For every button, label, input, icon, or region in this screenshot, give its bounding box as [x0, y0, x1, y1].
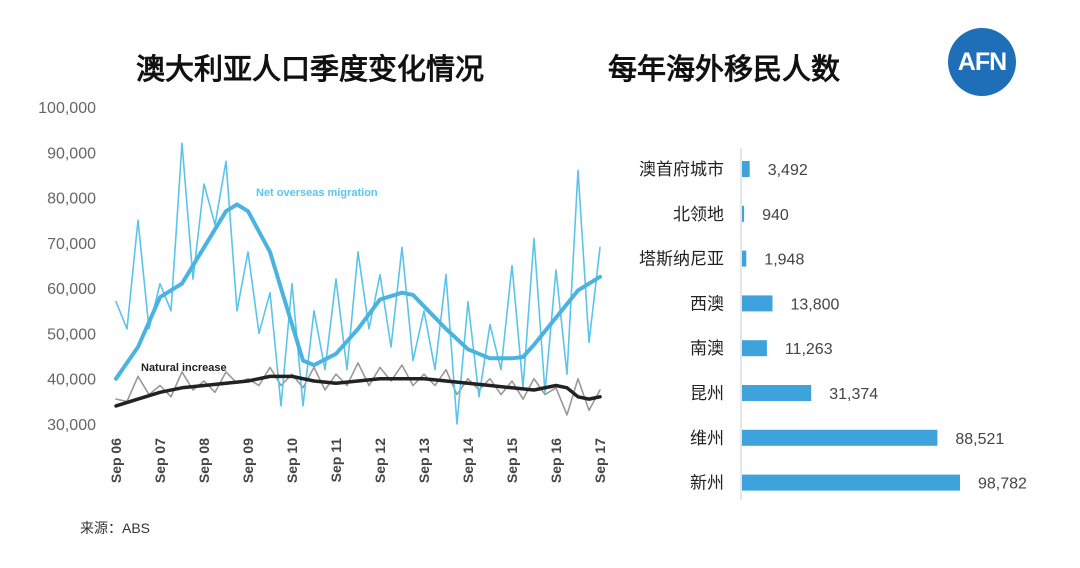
y-tick-label: 60,000 [47, 281, 96, 298]
bar-chart-title: 每年海外移民人数 [608, 52, 841, 86]
x-tick-label: Sep 09 [240, 438, 256, 483]
x-tick-label: Sep 07 [152, 438, 168, 483]
bar-category-label: 昆州 [690, 384, 724, 404]
x-tick-label: Sep 15 [504, 438, 520, 483]
x-tick-label: Sep 16 [548, 438, 564, 483]
bar-value-label: 3,492 [768, 162, 808, 179]
bar-category-label: 西澳 [690, 294, 724, 314]
bar-chart-bars: 澳首府城市 3,492 北领地 940 塔斯纳尼亚 1,948 西澳 13,800 南澳 11,2… [639, 160, 1027, 494]
x-tick-label: Sep 11 [328, 438, 344, 483]
y-tick-label: 30,000 [47, 417, 96, 434]
line-chart-x-axis: Sep 06 Sep 07 Sep 08 Sep 09 Sep 10 Sep 11 Sep … [108, 438, 608, 483]
bar [742, 295, 773, 312]
bar-value-label: 31,374 [829, 386, 878, 403]
source-note: 来源：ABS [80, 520, 151, 536]
bar-category-label: 维州 [690, 429, 724, 449]
x-tick-label: Sep 10 [284, 438, 300, 483]
annotation-natural-increase: Natural increase [141, 362, 227, 374]
y-tick-label: 90,000 [47, 145, 96, 162]
bar [742, 429, 938, 446]
bar-value-label: 88,521 [955, 431, 1004, 448]
bar-category-label: 新州 [690, 474, 724, 494]
x-tick-label: Sep 13 [416, 438, 432, 483]
bar-chart: 澳首府城市 3,492 北领地 940 塔斯纳尼亚 1,948 西澳 13,800 南澳 11,2… [639, 148, 1027, 500]
line-chart-title: 澳大利亚人口季度变化情况 [136, 52, 485, 86]
bar-value-label: 11,263 [785, 341, 833, 358]
x-tick-label: Sep 14 [460, 438, 476, 483]
bar [742, 385, 812, 401]
y-tick-label: 80,000 [47, 191, 96, 208]
bar [742, 340, 767, 357]
bar-value-label: 940 [762, 207, 789, 224]
x-tick-label: Sep 06 [108, 438, 124, 483]
bar-category-label: 澳首府城市 [639, 160, 724, 180]
y-tick-label: 70,000 [47, 236, 96, 253]
y-tick-label: 100,000 [38, 100, 96, 117]
line-chart-series [114, 142, 602, 425]
bar [742, 250, 747, 267]
bar-category-label: 塔斯纳尼亚 [639, 250, 724, 270]
x-tick-label: Sep 17 [592, 438, 608, 483]
bar [742, 474, 960, 491]
afn-logo: AFN [948, 28, 1016, 96]
x-tick-label: Sep 12 [372, 438, 388, 483]
bar-value-label: 98,782 [978, 476, 1027, 493]
y-tick-label: 50,000 [47, 326, 96, 343]
bar-category-label: 北领地 [673, 205, 724, 225]
bar-category-label: 南澳 [690, 339, 724, 359]
series-line-natural-increase-trend [114, 374, 602, 408]
bar-value-label: 1,948 [764, 252, 804, 269]
line-chart-y-axis: 100,000 90,000 80,000 70,000 60,000 50,000 40,… [38, 100, 96, 434]
annotation-net-overseas-migration: Net overseas migration [256, 187, 378, 199]
series-line-net-overseas-migration-trend [114, 202, 602, 381]
series-line-net-overseas-migration [115, 142, 601, 425]
y-tick-label: 40,000 [47, 372, 96, 389]
bar [742, 161, 750, 177]
bar-value-label: 13,800 [790, 296, 839, 313]
line-chart: 100,000 90,000 80,000 70,000 60,000 50,000 40,… [38, 100, 608, 483]
bar [742, 205, 745, 222]
x-tick-label: Sep 08 [196, 438, 212, 483]
